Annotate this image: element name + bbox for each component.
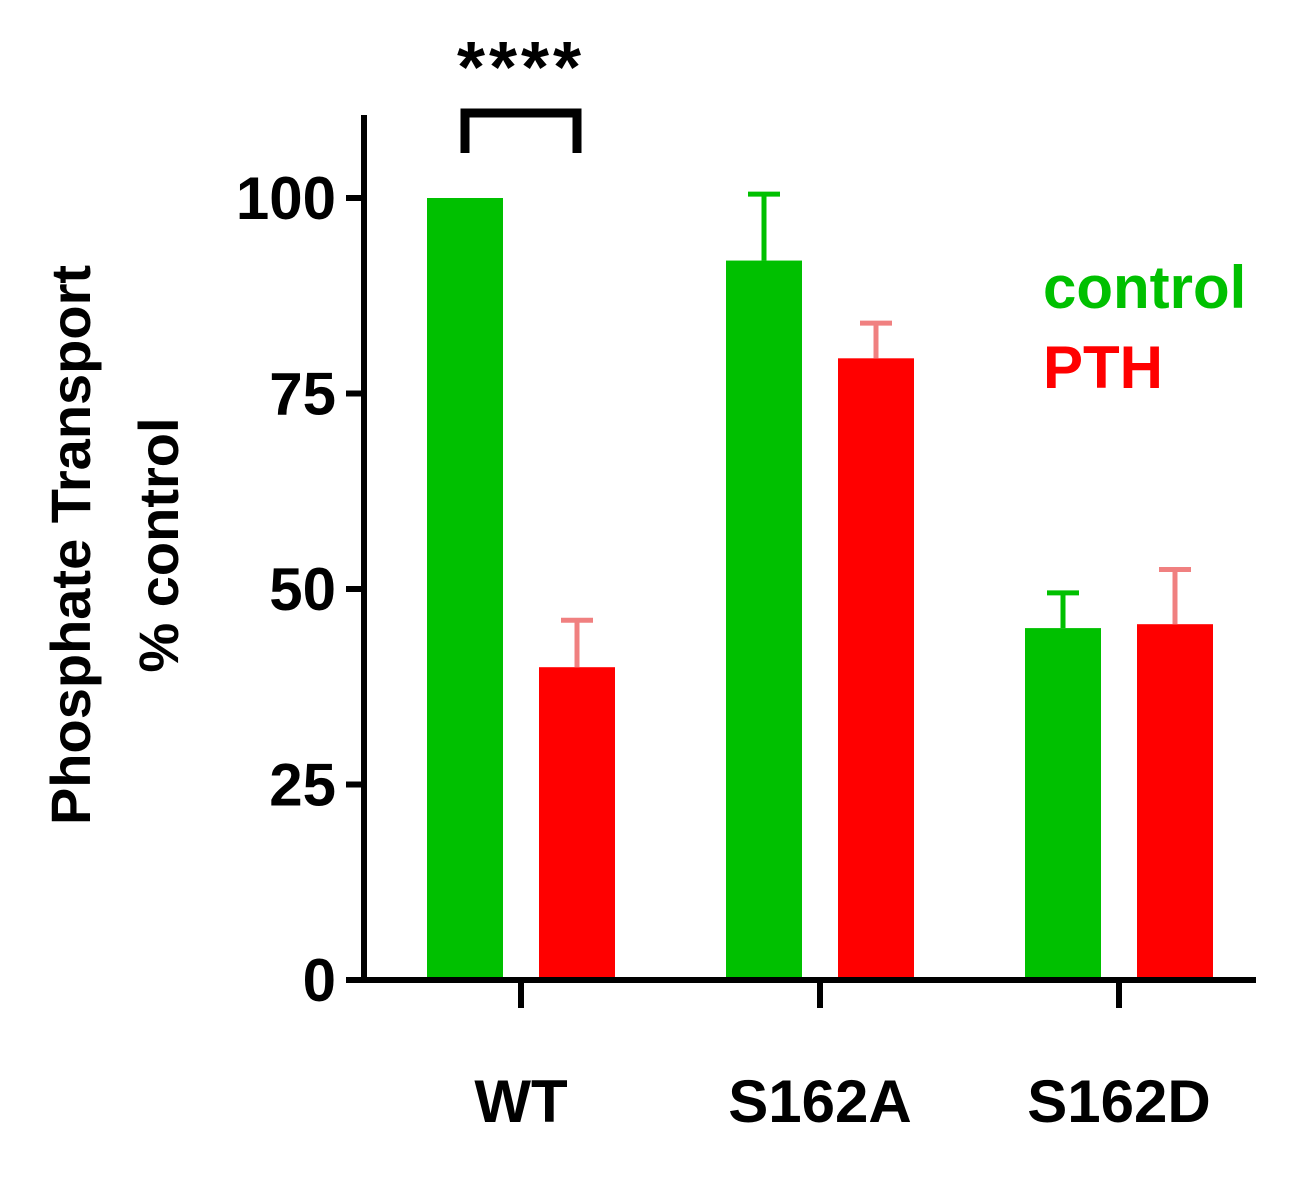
x-tick-label-s162d: S162D <box>1027 1068 1210 1135</box>
significance-label: **** <box>457 28 585 108</box>
bars <box>427 198 1213 980</box>
bar-control-wt <box>427 198 503 980</box>
y-axis-label-line-1: Phosphate Transport <box>39 265 102 825</box>
y-axis-label: Phosphate Transport % control <box>39 265 190 825</box>
bar-pth-wt <box>539 667 615 980</box>
legend-pth: PTH <box>1043 334 1163 401</box>
y-tick-label-50: 50 <box>269 556 336 623</box>
significance-bracket <box>460 108 582 153</box>
y-tick-label-100: 100 <box>236 165 336 232</box>
bar-pth-s162d <box>1137 624 1213 980</box>
legend-control: control <box>1043 254 1246 321</box>
annotations: **** <box>457 28 585 153</box>
bar-control-s162d <box>1025 628 1101 980</box>
y-tick-label-75: 75 <box>269 361 336 428</box>
y-tick-label-0: 0 <box>303 947 336 1014</box>
error-bars <box>561 191 1191 668</box>
bar-control-s162a <box>726 260 802 980</box>
axes: 0 25 50 75 100 WT S162A S162D <box>236 115 1256 1135</box>
y-tick-label-25: 25 <box>269 752 336 819</box>
bar-pth-s162a <box>838 358 914 980</box>
legend: control PTH <box>1043 254 1246 401</box>
x-tick-label-wt: WT <box>474 1068 567 1135</box>
x-tick-label-s162a: S162A <box>728 1068 911 1135</box>
y-axis-label-line-2: % control <box>127 417 190 672</box>
